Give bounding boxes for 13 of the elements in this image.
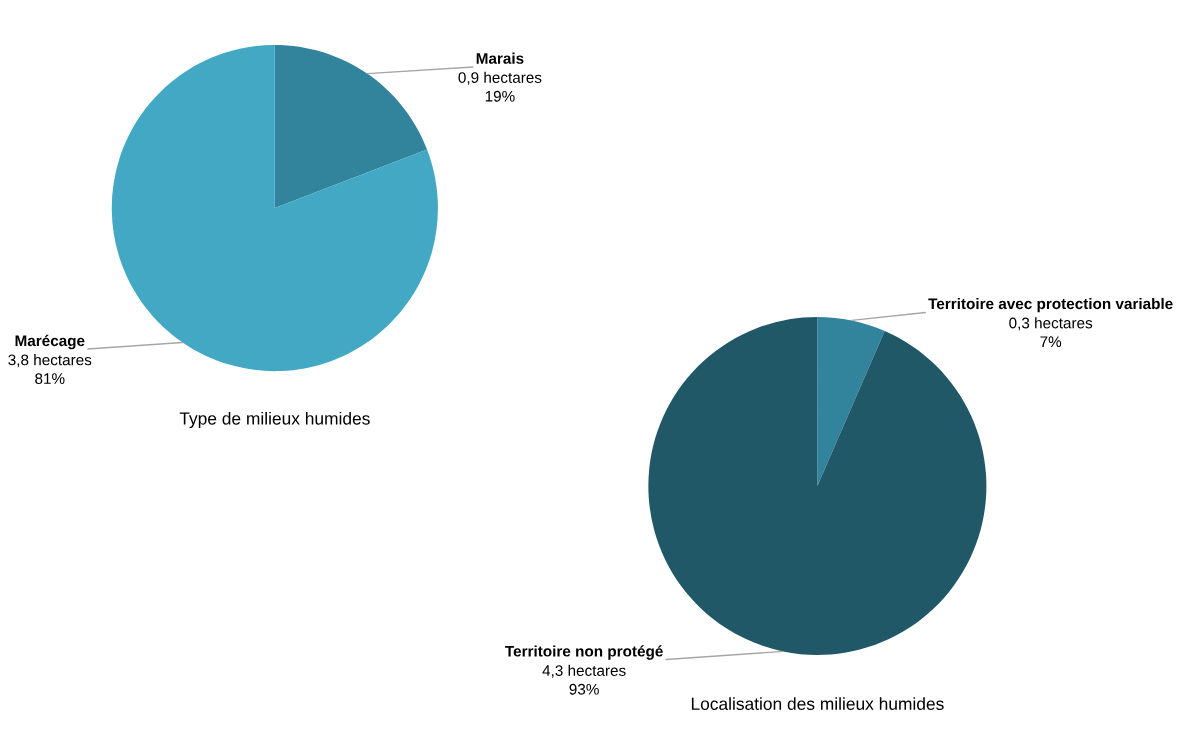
slice-label: Marécage <box>15 334 85 350</box>
data-label: 3,8 hectares 81% <box>8 354 92 384</box>
slice-label: Territoire avec protection variable <box>928 297 1173 313</box>
text: Localisation des milieux humides <box>691 697 944 710</box>
slice-label: Marais <box>476 52 524 64</box>
pie-slice <box>111 44 438 372</box>
data-label: 0,9 hectares 19% <box>458 71 542 102</box>
data-label: 4,3 hectares 93% <box>542 664 626 695</box>
slice-label: Territoire non protégé <box>505 645 663 660</box>
text: Type de milieux humides <box>179 411 370 429</box>
pie-slice <box>274 44 428 209</box>
pie-slice <box>817 316 885 486</box>
data-label: 0,3 hectares 7% <box>1009 317 1093 348</box>
